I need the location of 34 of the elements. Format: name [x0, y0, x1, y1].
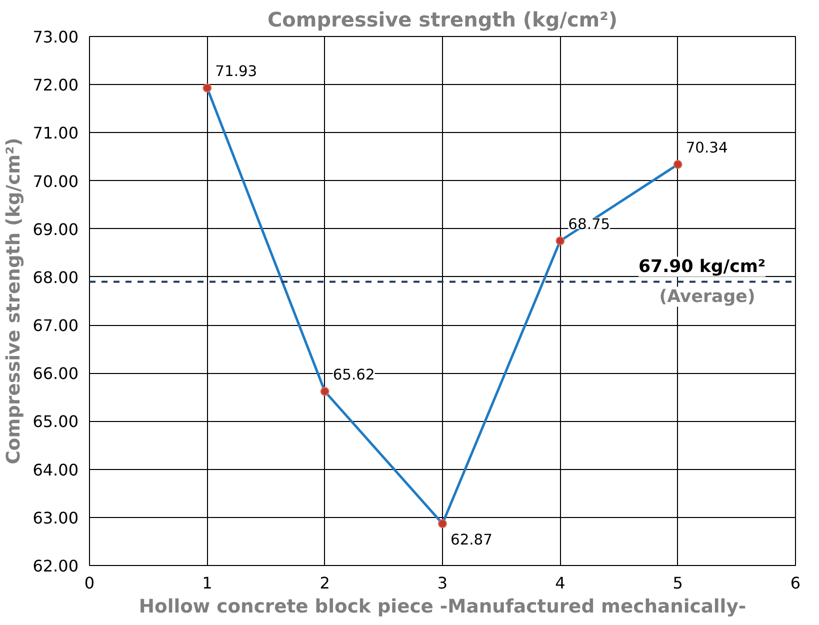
data-label: 70.34: [686, 139, 728, 156]
annotation: (Average): [659, 286, 756, 307]
y-tick-label: 72.00: [32, 76, 79, 95]
x-tick-label: 2: [320, 574, 330, 592]
point: [673, 160, 682, 169]
y-tick-label: 63.00: [32, 508, 79, 528]
point: [556, 236, 565, 246]
y-tick-label: 67.00: [32, 316, 79, 336]
y-tick-label: 69.00: [32, 220, 79, 239]
data-label: 62.87: [450, 532, 492, 549]
x-tick-label: 5: [672, 574, 683, 592]
y-tick-label: 71.00: [32, 124, 79, 143]
data-label: 65.62: [332, 366, 375, 384]
y-axis-title: Compressive strength (kg/cm²): [4, 138, 25, 464]
ref-line-label: 67.90 kg/cm²: [638, 256, 766, 277]
x-tick-label: 4: [555, 574, 566, 592]
data-label: 68.75: [568, 216, 610, 233]
point: [202, 83, 212, 92]
y-tick-label: 73.00: [32, 28, 79, 46]
x-tick-label: 1: [202, 574, 212, 592]
x-tick-label: 6: [790, 574, 801, 592]
x-axis-title: Hollow concrete block piece -Manufactured mechanically-: [138, 596, 746, 618]
point: [438, 519, 447, 528]
y-tick-label: 68.00: [32, 268, 79, 287]
data-label: 71.93: [215, 62, 258, 80]
y-tick-label: 62.00: [32, 556, 79, 576]
x-tick-label: 0: [84, 574, 95, 592]
y-tick-label: 70.00: [32, 172, 79, 191]
point: [320, 386, 330, 396]
y-tick-label: 64.00: [32, 460, 79, 480]
chart-title: Compressive strength (kg/cm²): [267, 8, 618, 32]
y-tick-label: 65.00: [32, 412, 79, 432]
x-tick-label: 3: [437, 574, 448, 592]
y-tick-label: 66.00: [32, 364, 79, 384]
